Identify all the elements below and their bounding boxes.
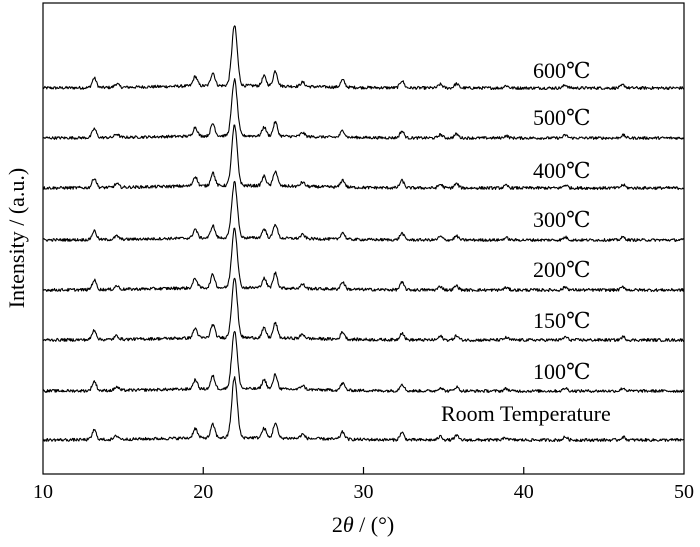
x-tick-label: 30 [354,481,374,503]
series-line [42,330,685,393]
series-line [42,25,685,91]
series-label: Room Temperature [441,401,611,426]
series-line [42,277,685,343]
series-label: 100℃ [533,359,591,384]
y-axis-title: Intensity / (a.u.) [4,168,29,309]
series-line [42,78,685,140]
x-tick-label: 50 [674,481,694,503]
x-tick-label: 20 [193,481,213,503]
x-axis-title: 2θ / (°) [332,512,394,537]
series-line [42,376,685,443]
x-tick-label: 10 [33,481,53,503]
x-axis-ticks: 10 20 30 40 50 [33,467,694,503]
series-label: 600℃ [533,58,591,83]
x-tick-label: 40 [514,481,534,503]
series-line [42,227,685,293]
series-label: 300℃ [533,207,591,232]
series-line [42,124,685,191]
series-label: 400℃ [533,158,591,183]
series-label: 200℃ [533,257,591,282]
series-label: 150℃ [533,308,591,333]
series-line [42,180,685,242]
series-labels: 600℃ 500℃ 400℃ 300℃ 200℃ 150℃ 100℃ Room Tempera… [441,58,611,426]
series-traces [42,25,685,443]
series-label: 500℃ [533,105,591,130]
